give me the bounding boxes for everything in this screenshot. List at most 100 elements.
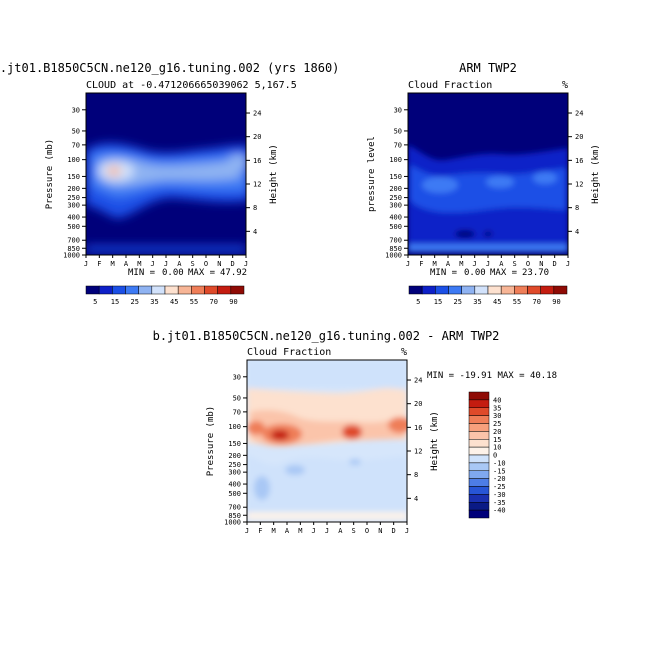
month-tick-label: S — [513, 260, 517, 268]
surface-layer — [86, 246, 246, 252]
pressure-tick-label: 700 — [389, 237, 402, 245]
month-tick-label: J — [566, 260, 570, 268]
colorbar-label: 70 — [209, 298, 217, 306]
height-tick-label: 24 — [575, 110, 583, 118]
pressure-tick-label: 500 — [389, 223, 402, 231]
pressure-tick-label: 50 — [394, 127, 402, 135]
panel-model-min-label: MIN = — [128, 268, 156, 278]
colorbar-swatch — [468, 478, 490, 487]
diff-peak-january — [247, 421, 265, 435]
pressure-tick-label: 1000 — [63, 252, 80, 260]
panel-obs-min-value: 0.00 — [464, 268, 486, 278]
month-tick-label: J — [405, 527, 409, 535]
pressure-tick-label: 500 — [67, 223, 80, 231]
colorbar-swatch — [540, 285, 555, 295]
colorbar-swatch — [204, 285, 218, 295]
pressure-tick-label: 70 — [72, 141, 80, 149]
height-tick-label: 8 — [575, 204, 579, 212]
height-tick-label: 16 — [575, 157, 583, 165]
month-tick-label: O — [526, 260, 530, 268]
colorbar-swatch — [468, 407, 490, 416]
month-tick-label: J — [164, 260, 168, 268]
colorbar-label: -30 — [493, 491, 506, 499]
diff-peak-september — [342, 425, 362, 439]
height-tick-label: 12 — [575, 181, 583, 189]
diff-cool-patch — [349, 459, 361, 465]
colorbar-label: 35 — [150, 298, 158, 306]
colorbar-label: 15 — [434, 298, 442, 306]
height-tick-label: 4 — [253, 228, 257, 236]
colorbar-swatch — [217, 285, 232, 295]
pressure-tick-label: 150 — [389, 173, 402, 181]
colorbar-label: -20 — [493, 475, 506, 483]
panel-obs-field — [408, 93, 568, 255]
colorbar-swatch — [468, 431, 490, 440]
pressure-tick-label: 250 — [389, 194, 402, 202]
pressure-tick-label: 200 — [389, 185, 402, 193]
month-tick-label: A — [177, 260, 182, 268]
pressure-tick-label: 400 — [67, 214, 80, 222]
month-tick-label: A — [338, 527, 343, 535]
height-tick-label: 4 — [414, 495, 418, 503]
month-tick-label: J — [473, 260, 477, 268]
pressure-tick-label: 70 — [394, 141, 402, 149]
obs-patch — [422, 177, 458, 193]
y-axis-label: Pressure (mb) — [45, 139, 55, 209]
diff-upper-band — [247, 360, 407, 388]
colorbar-swatch — [468, 509, 490, 519]
colorbar-swatch — [468, 502, 490, 511]
diff-peak-march-core — [271, 430, 289, 440]
height-tick-label: 12 — [253, 181, 261, 189]
height-tick-label: 16 — [253, 157, 261, 165]
pressure-tick-label: 100 — [389, 156, 402, 164]
surface-layer — [247, 512, 407, 520]
colorbar-label: 25 — [130, 298, 138, 306]
month-tick-label: M — [137, 260, 141, 268]
colorbar-swatch — [461, 285, 476, 295]
colorbar-swatch — [468, 470, 490, 479]
month-tick-label: F — [419, 260, 423, 268]
colorbar-label: 20 — [493, 428, 501, 436]
colorbar-swatch — [138, 285, 153, 295]
pressure-tick-label: 30 — [72, 106, 80, 114]
pressure-tick-label: 850 — [228, 512, 241, 520]
colorbar-swatch — [468, 391, 490, 401]
colorbar-label: 15 — [493, 436, 501, 444]
colorbar-label: 70 — [532, 298, 540, 306]
month-tick-label: O — [204, 260, 208, 268]
colorbar-label: 30 — [493, 412, 501, 420]
colorbar-label: 10 — [493, 444, 501, 452]
colorbar-swatch — [230, 285, 245, 295]
colorbar-label: -25 — [493, 483, 506, 491]
colorbar-swatch — [468, 399, 490, 408]
colorbar-swatch — [468, 446, 490, 456]
colorbar-swatch — [177, 285, 192, 295]
colorbar-label: 90 — [552, 298, 560, 306]
colorbar-swatch — [468, 462, 490, 471]
month-tick-label: J — [151, 260, 155, 268]
panel-model-max-label: MAX = — [188, 268, 216, 278]
pressure-tick-label: 100 — [67, 156, 80, 164]
pressure-tick-label: 400 — [228, 481, 241, 489]
pressure-tick-label: 300 — [228, 469, 241, 477]
colorbar-swatch — [468, 486, 490, 495]
month-tick-label: M — [111, 260, 115, 268]
panel-model: b.jt01.B1850C5CN.ne120_g16.tuning.002 (y… — [0, 61, 339, 306]
month-tick-label: J — [325, 527, 329, 535]
panel-model-title: b.jt01.B1850C5CN.ne120_g16.tuning.002 (y… — [0, 61, 339, 75]
pressure-tick-label: 400 — [389, 214, 402, 222]
panel-diff-subtitle: Cloud Fraction — [247, 347, 331, 358]
colorbar-label: -15 — [493, 467, 506, 475]
height-tick-label: 20 — [253, 133, 261, 141]
pressure-tick-label: 50 — [233, 394, 241, 402]
colorbar-swatch — [421, 285, 436, 295]
colorbar-swatch — [125, 285, 139, 295]
month-tick-label: J — [244, 260, 248, 268]
panel-obs: ARM TWP2 Cloud Fraction % 30 50 70 100 150 20… — [367, 61, 601, 306]
cloud-core-peak — [107, 166, 121, 176]
y2-axis-label: Height (km) — [591, 144, 601, 204]
panel-diff-unit: % — [401, 347, 407, 358]
panel-diff-minmax: MIN = -19.91 MAX = 40.18 — [427, 371, 557, 381]
